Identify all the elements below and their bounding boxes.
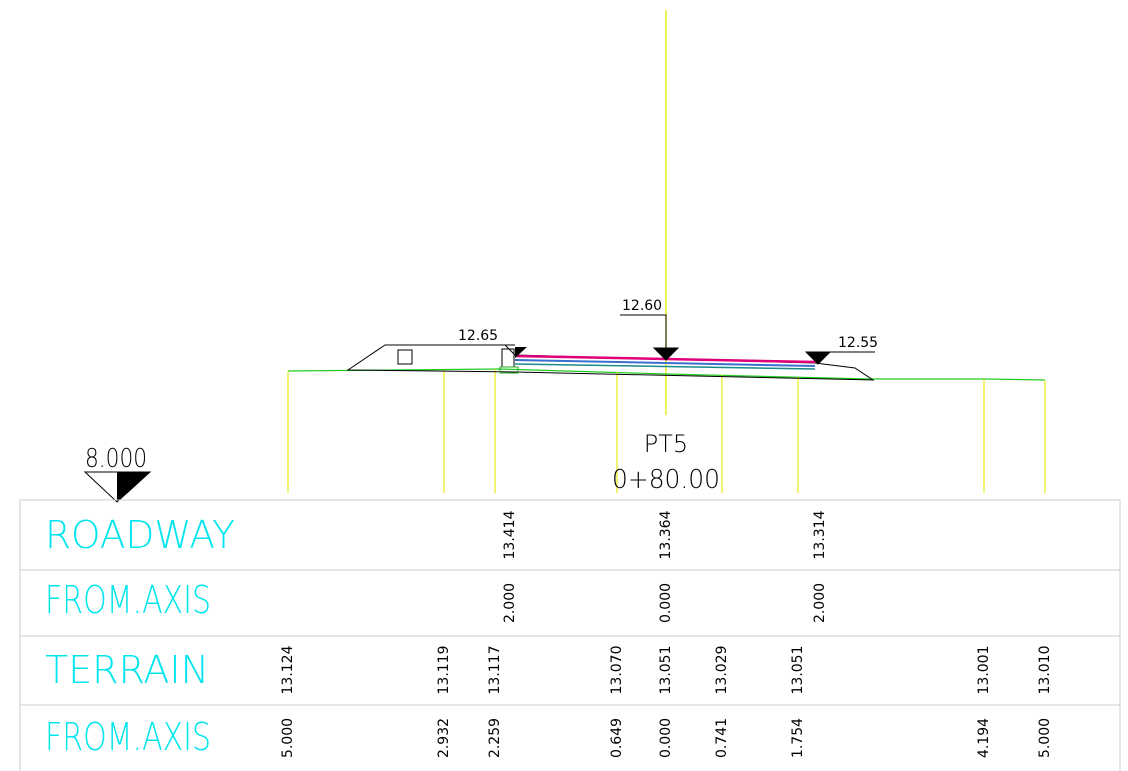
row-label: FROM.AXIS: [45, 578, 211, 622]
station-name: PT5: [644, 430, 688, 458]
road-body: [346, 344, 875, 381]
row-value: 13.414: [502, 510, 518, 559]
terrain-verticals: [287, 369, 1046, 493]
terrain-line: [287, 368, 1046, 381]
elevation-markers: 12.65 12.60 12.55: [455, 298, 878, 365]
row-value: 13.364: [658, 510, 674, 559]
row-value: 5.000: [280, 718, 296, 758]
row-value: 2.932: [436, 718, 452, 758]
station-chainage: 0+80.00: [612, 465, 720, 495]
row-label: TERRAIN: [45, 648, 209, 692]
datum-label: 8.000: [85, 444, 147, 474]
row-value: 2.259: [487, 718, 503, 758]
elevation-label: 12.55: [838, 335, 878, 351]
row-label: ROADWAY: [45, 513, 235, 557]
row-value: 13.124: [280, 645, 296, 694]
row-value: 13.001: [976, 646, 992, 695]
row-label: FROM.AXIS: [45, 715, 211, 759]
row-value: 5.000: [1037, 718, 1053, 758]
datum-marker: 8.000: [83, 444, 152, 503]
row-value: 13.051: [790, 646, 806, 695]
row-value: 13.314: [812, 510, 828, 559]
elevation-label: 12.65: [458, 328, 498, 344]
row-value: 0.649: [609, 718, 625, 758]
row-value: 0.000: [658, 718, 674, 758]
row-value: 0.741: [714, 718, 730, 758]
row-value: 13.070: [609, 646, 625, 695]
row-value: 13.117: [487, 646, 503, 695]
table-grid: [19, 499, 1121, 771]
row-value: 2.000: [502, 583, 518, 623]
row-value: 1.754: [790, 718, 806, 758]
row-value: 0.000: [658, 583, 674, 623]
row-value: 13.119: [436, 646, 452, 695]
elevation-label: 12.60: [622, 298, 662, 314]
row-value: 13.010: [1037, 646, 1053, 695]
row-value: 2.000: [812, 583, 828, 623]
row-value: 4.194: [976, 718, 992, 758]
row-value: 13.029: [714, 646, 730, 695]
row-value: 13.051: [658, 646, 674, 695]
